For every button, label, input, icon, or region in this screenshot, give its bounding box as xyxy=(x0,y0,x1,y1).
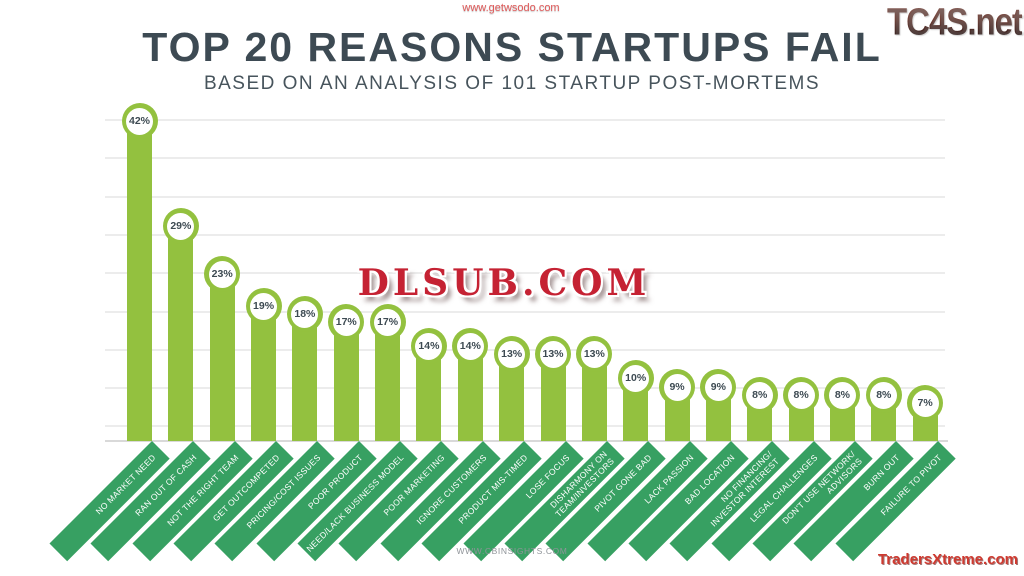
badge-inner-circle: 19% xyxy=(250,292,278,320)
badge-inner-circle: 42% xyxy=(126,107,153,135)
chart-title: TOP 20 REASONS STARTUPS FAIL xyxy=(142,24,882,70)
bar-value-label: 29% xyxy=(170,220,192,232)
bar-value-label: 8% xyxy=(752,389,768,401)
bar-value-badge: 29% xyxy=(162,208,199,244)
bar-value-label: 23% xyxy=(211,268,233,280)
badge-inner-circle: 13% xyxy=(539,340,567,368)
badge-inner-circle: 7% xyxy=(911,389,939,417)
bar-value-label: 9% xyxy=(669,381,685,393)
bar-value-badge: 7% xyxy=(907,385,944,421)
gridline xyxy=(105,310,945,313)
gridline xyxy=(105,233,945,236)
bar xyxy=(375,321,401,441)
bar-value-label: 14% xyxy=(459,340,481,352)
bar-value-label: 9% xyxy=(710,381,726,393)
gridline xyxy=(105,195,945,198)
gridline xyxy=(105,272,945,275)
gridline xyxy=(105,387,945,390)
bar-value-badge: 8% xyxy=(783,377,820,413)
bar-value-label: 7% xyxy=(917,397,933,409)
badge-inner-circle: 14% xyxy=(415,332,443,360)
badge-inner-circle: 9% xyxy=(704,373,732,401)
bar xyxy=(209,273,235,441)
watermark-center: DLSUB.COM xyxy=(357,262,651,304)
bar-value-label: 18% xyxy=(294,308,316,320)
bar-value-label: 13% xyxy=(583,348,605,360)
bar-value-badge: 14% xyxy=(410,328,447,364)
bar-value-badge: 42% xyxy=(121,103,158,139)
bar-value-badge: 8% xyxy=(741,377,778,413)
gridline xyxy=(105,425,945,428)
badge-inner-circle: 17% xyxy=(374,308,402,336)
bar-value-badge: 10% xyxy=(617,360,654,396)
bar-value-label: 13% xyxy=(542,348,564,360)
watermark-top-right: TC4S.net xyxy=(886,0,1023,43)
bar-value-badge: 23% xyxy=(204,256,241,292)
bar-value-label: 8% xyxy=(793,389,809,401)
badge-inner-circle: 9% xyxy=(663,373,691,401)
bar xyxy=(127,120,152,441)
badge-inner-circle: 18% xyxy=(291,300,319,328)
watermark-top-center: www.getwsodo.com xyxy=(462,2,560,14)
bar-value-label: 13% xyxy=(501,348,523,360)
badge-inner-circle: 23% xyxy=(208,260,236,288)
bar-value-badge: 19% xyxy=(245,288,282,324)
bar-value-label: 17% xyxy=(377,316,399,328)
bar xyxy=(251,305,277,441)
bar xyxy=(292,313,318,441)
bar xyxy=(168,225,194,441)
badge-inner-circle: 8% xyxy=(787,381,815,409)
bar-value-badge: 13% xyxy=(493,336,530,372)
bar-value-label: 14% xyxy=(418,340,440,352)
badge-inner-circle: 29% xyxy=(167,212,195,240)
source-text: WWW.CBINSIGHTS.COM xyxy=(456,546,568,556)
bar-value-badge: 14% xyxy=(452,328,489,364)
bar-value-badge: 18% xyxy=(286,296,323,332)
bar-value-label: 19% xyxy=(253,300,275,312)
bar-value-badge: 9% xyxy=(700,369,737,405)
axis-baseline xyxy=(105,440,948,442)
badge-inner-circle: 13% xyxy=(498,340,526,368)
badge-inner-circle: 8% xyxy=(870,381,898,409)
bar-value-badge: 9% xyxy=(659,369,696,405)
bar-value-label: 8% xyxy=(834,389,851,401)
badge-inner-circle: 13% xyxy=(580,340,608,368)
bar-value-badge: 17% xyxy=(369,304,406,340)
bar-value-label: 10% xyxy=(625,372,647,384)
badge-inner-circle: 17% xyxy=(332,308,360,336)
badge-inner-circle: 14% xyxy=(456,332,484,360)
bar-value-badge: 13% xyxy=(535,336,571,372)
bar-value-label: 8% xyxy=(876,389,892,401)
gridline xyxy=(105,119,945,121)
bar-value-badge: 8% xyxy=(824,377,861,413)
gridline xyxy=(105,157,945,160)
bar-value-badge: 17% xyxy=(328,304,365,340)
badge-inner-circle: 10% xyxy=(622,364,650,392)
bar-value-badge: 8% xyxy=(865,377,902,413)
badge-inner-circle: 8% xyxy=(746,381,774,409)
bar-value-label: 42% xyxy=(128,115,150,127)
badge-inner-circle: 8% xyxy=(828,381,856,409)
bar-value-label: 17% xyxy=(335,316,357,328)
bar-value-badge: 13% xyxy=(576,336,613,372)
watermark-bottom-right: TradersXtreme.com xyxy=(877,551,1018,568)
chart-subtitle: BASED ON AN ANALYSIS OF 101 STARTUP POST… xyxy=(203,73,821,94)
bar xyxy=(333,321,359,441)
